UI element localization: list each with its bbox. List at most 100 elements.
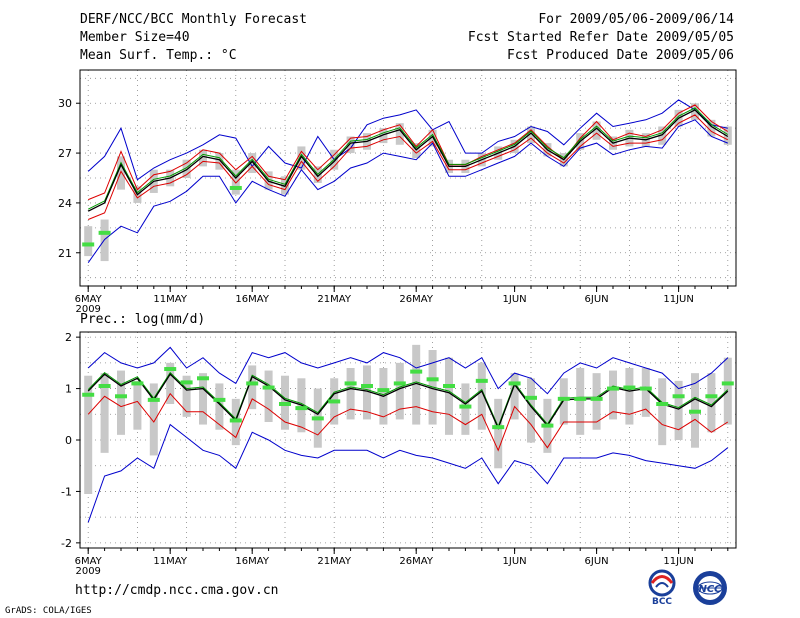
ensemble-marker (672, 394, 685, 399)
year-label: 2009 (75, 304, 100, 314)
mean-line (87, 373, 729, 430)
ensemble-marker (393, 381, 406, 386)
ensemble-marker (557, 396, 570, 401)
x-tick-label: 1JUN (503, 556, 527, 567)
spread-box (117, 370, 125, 435)
spread-box (477, 362, 486, 430)
ensemble-marker (164, 367, 177, 372)
spread-box (248, 153, 257, 174)
ensemble-marker (213, 397, 226, 402)
spread-box (182, 375, 191, 417)
spread-box (658, 378, 667, 446)
spread-box (707, 373, 716, 433)
ensemble-marker (656, 402, 669, 406)
x-tick-label: 26MAY (399, 294, 433, 305)
x-tick-label: 6MAY (75, 556, 103, 567)
spread-box (84, 375, 93, 494)
ensemble-marker (623, 385, 636, 390)
grads-credit: GrADS: COLA/IGES (5, 606, 92, 616)
spread-box (133, 380, 142, 430)
spread-box (248, 365, 257, 410)
spread-box (510, 373, 519, 420)
spread-box (231, 169, 240, 195)
spread-box (494, 398, 503, 469)
spread-box (592, 373, 601, 430)
chart-title: DERF/NCC/BCC Monthly Forecast (80, 12, 307, 27)
x-tick-label: 16MAY (235, 294, 269, 305)
x-tick-label: 21MAY (317, 294, 351, 305)
spread-box (625, 368, 634, 425)
spread-box (346, 136, 355, 154)
x-tick-label: 16MAY (235, 556, 269, 567)
plot-frame (79, 69, 737, 287)
spread-box (707, 119, 716, 137)
precip-title: Prec.: log(mm/d) (80, 312, 206, 327)
member-size-label: Member Size=40 (80, 30, 190, 45)
ensemble-marker (590, 396, 603, 401)
y-tick-label: 1 (65, 383, 72, 396)
spread-box (297, 146, 306, 170)
median-line (87, 107, 729, 210)
y-tick-label: 21 (58, 247, 72, 260)
x-tick-label: 6JUN (585, 294, 609, 305)
spread-box (264, 370, 273, 422)
median-line (87, 371, 729, 428)
ensemble-marker (246, 381, 259, 386)
spread-box (395, 123, 404, 145)
spread-box (149, 383, 158, 456)
y-tick-label: -2 (61, 537, 72, 550)
spread-box (527, 378, 535, 443)
ensemble-marker (147, 397, 160, 402)
ensemble-marker (361, 384, 373, 388)
ensemble-marker (82, 242, 95, 247)
spread-box (445, 357, 453, 435)
ensemble-marker (689, 409, 701, 414)
svg-text:NCC: NCC (698, 584, 722, 595)
svg-text:BCC: BCC (652, 597, 672, 606)
ensemble-marker (180, 380, 193, 385)
spread-box (215, 383, 224, 430)
spread-box (379, 128, 388, 144)
fcst-started-label: Fcst Started Refer Date 2009/05/05 (467, 30, 734, 45)
ensemble-marker (492, 425, 505, 430)
spread-box (723, 126, 732, 145)
y-tick-label: 27 (58, 147, 72, 160)
ensemble-marker (262, 385, 275, 390)
spread-box (199, 373, 207, 425)
ensemble-marker (426, 377, 439, 382)
spread-box (609, 370, 617, 420)
lower-line (87, 392, 729, 452)
x-tick-label: 11MAY (153, 556, 187, 567)
y-tick-label: 24 (58, 197, 72, 210)
spread-box (199, 149, 207, 167)
spread-box (592, 121, 601, 140)
x-tick-label: 11MAY (153, 294, 187, 305)
ensemble-marker (541, 423, 554, 428)
plot-frame (79, 331, 737, 549)
variable-label: Mean Surf. Temp.: °C (80, 48, 237, 63)
ensemble-marker (607, 386, 619, 391)
spread-box (346, 368, 355, 420)
spread-box (428, 129, 437, 147)
year-label: 2009 (75, 566, 100, 576)
min-line (87, 119, 728, 263)
ensemble-marker (410, 369, 423, 374)
upper-line (88, 104, 729, 201)
valid-range-label: For 2009/05/06-2009/06/14 (538, 12, 734, 27)
spread-box (84, 226, 93, 257)
footer-url[interactable]: http://cmdp.ncc.cma.gov.cn (75, 583, 279, 598)
spread-box (691, 103, 699, 120)
ensemble-marker (475, 378, 488, 383)
bcc-logo-icon: BCC (648, 569, 676, 606)
ensemble-marker (721, 381, 734, 386)
x-tick-label: 6MAY (75, 294, 103, 305)
fcst-produced-label: Fcst Produced Date 2009/05/06 (507, 48, 734, 63)
mean-line (87, 109, 729, 212)
spread-box (215, 153, 224, 170)
spread-box (363, 365, 371, 420)
ensemble-marker (311, 416, 324, 421)
spread-box (658, 126, 667, 145)
spread-box (166, 362, 175, 404)
temperature-chart: 21 24 27 30 6MAY 11MAY 16MAY 21MAY 26MAY 1JUN 6JUN… (58, 69, 737, 314)
